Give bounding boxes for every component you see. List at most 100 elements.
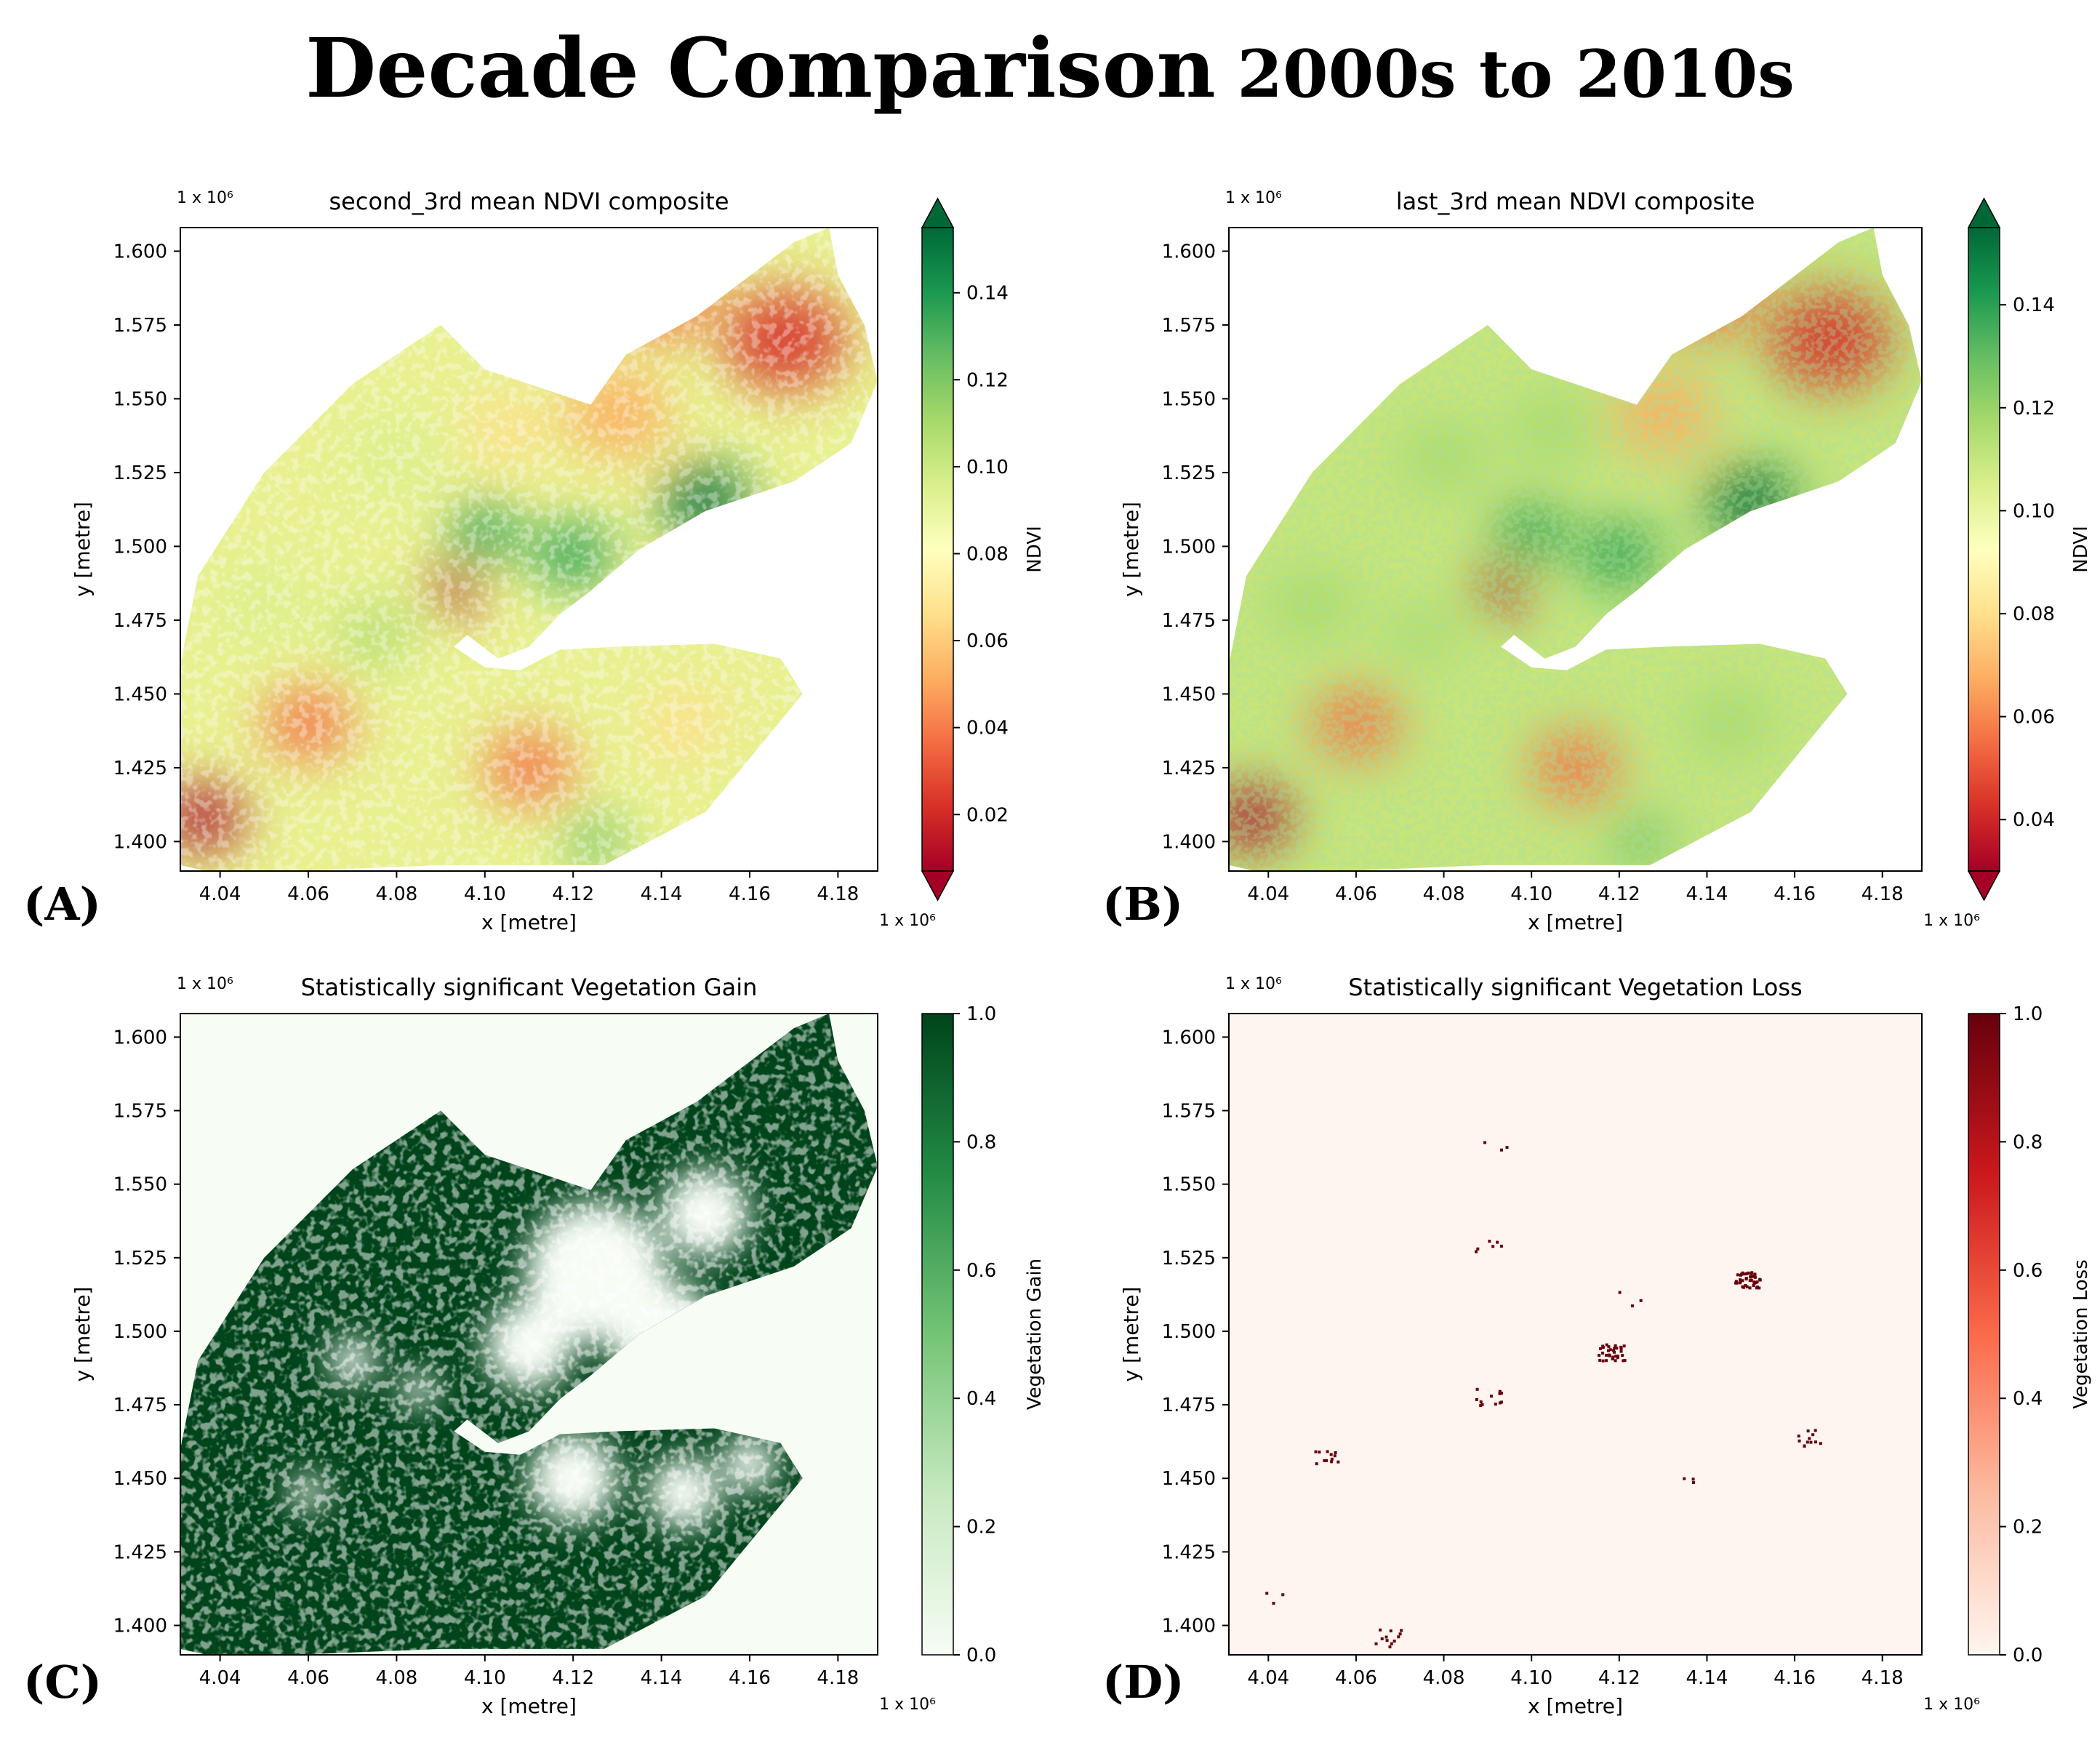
x-tick-label: 4.10 [464, 1667, 506, 1689]
loss-pixel [1639, 1299, 1643, 1302]
x-axis-label: x [metre] [1528, 910, 1623, 934]
colorbar: 0.0 0.2 0.4 0.6 0.8 1.0 Vegetation Gain [921, 1003, 1046, 1666]
x-tick-label: 4.06 [1335, 883, 1377, 905]
loss-pixel [1691, 1477, 1695, 1481]
colorbar-frame [1968, 227, 2000, 872]
map-area [180, 228, 878, 871]
loss-pixel [1615, 1347, 1619, 1350]
x-tick-label: 4.04 [1247, 883, 1289, 905]
loss-pixel [1691, 1481, 1695, 1485]
loss-pixel [1752, 1283, 1755, 1287]
loss-pixel [1384, 1635, 1388, 1639]
loss-pixel [1326, 1450, 1329, 1453]
y-axis-label: y [metre] [1119, 1287, 1143, 1382]
y-tick-label: 1.475 [1162, 610, 1216, 632]
svg-text:Decade Comparison 2000s to: Decade Comparison 2000s to 2010s [305, 21, 1795, 116]
x-tick-label: 4.08 [1423, 883, 1465, 905]
loss-pixel [1605, 1359, 1608, 1363]
colorbar-label: Vegetation Gain [1024, 1259, 1046, 1410]
loss-pixel [1488, 1240, 1491, 1243]
loss-pixel [1499, 1400, 1503, 1404]
loss-pixel [1619, 1345, 1623, 1349]
loss-pixel [1683, 1477, 1686, 1480]
y-tick-label: 1.575 [113, 315, 167, 337]
loss-pixel [1613, 1347, 1616, 1350]
loss-pixel [1389, 1629, 1392, 1633]
loss-pixel [1735, 1281, 1739, 1285]
colorbar-tick-label: 1.0 [966, 1003, 996, 1025]
loss-pixel [1612, 1349, 1616, 1352]
map-area [180, 1014, 878, 1655]
loss-pixel [1475, 1387, 1479, 1391]
axes-frame [180, 227, 878, 872]
colorbar-gradient [922, 228, 953, 871]
loss-pixel [1808, 1437, 1811, 1440]
y-offset-text: 1 x 10⁶ [177, 189, 233, 207]
loss-pixel [1598, 1354, 1601, 1357]
x-offset-text: 1 x 10⁶ [879, 1696, 936, 1714]
loss-pixel [1611, 1355, 1615, 1359]
colorbar-tick-label: 0.14 [2013, 294, 2055, 316]
y-tick-label: 1.425 [113, 758, 167, 779]
loss-pixel [1505, 1146, 1509, 1150]
y-tick-label: 1.425 [113, 1541, 167, 1563]
loss-pixel [1748, 1286, 1752, 1290]
y-tick-label: 1.550 [113, 1174, 167, 1196]
loss-pixel [1749, 1275, 1752, 1278]
colorbar-extend-max [1967, 197, 2001, 228]
loss-pixel [1614, 1355, 1618, 1358]
loss-pixel [1748, 1279, 1752, 1283]
x-tick-label: 4.12 [1598, 1667, 1640, 1689]
loss-pixel [1392, 1640, 1396, 1643]
loss-pixel [1498, 1389, 1502, 1393]
y-tick-label: 1.475 [1162, 1395, 1216, 1416]
colorbar-tick-label: 0.2 [2013, 1517, 2043, 1539]
colorbar-tick-label: 0.06 [2013, 707, 2055, 729]
axes-frame [1228, 1013, 1923, 1656]
y-tick-label: 1.575 [1162, 1101, 1216, 1123]
y-tick-label: 1.575 [113, 1101, 167, 1123]
colorbar-tick-label: 0.02 [966, 804, 1009, 826]
loss-pixel [1608, 1353, 1611, 1357]
y-tick-label: 1.500 [1162, 1321, 1216, 1343]
loss-pixel [1607, 1345, 1611, 1349]
loss-pixel [1323, 1459, 1326, 1462]
loss-pixel [1755, 1285, 1759, 1289]
colorbar-tick-label: 0.8 [2013, 1131, 2043, 1153]
colorbar-tick-label: 0.06 [966, 630, 1009, 652]
loss-pixel [1739, 1278, 1742, 1282]
colorbar-tick-label: 1.0 [2013, 1003, 2043, 1025]
y-offset-text: 1 x 10⁶ [1225, 975, 1282, 993]
loss-pixel [1374, 1642, 1378, 1645]
loss-pixel [1601, 1346, 1605, 1349]
loss-pixel [1329, 1453, 1333, 1456]
loss-pixel [1599, 1347, 1603, 1350]
loss-pixel [1750, 1272, 1753, 1275]
loss-pixel [1605, 1353, 1608, 1357]
loss-pixel [1272, 1602, 1275, 1605]
x-tick-label: 4.14 [1686, 1667, 1728, 1689]
y-axis-label: y [metre] [71, 1287, 95, 1382]
x-tick-label: 4.10 [1510, 883, 1552, 905]
figure-title-sub: 2000s to 2010s [1237, 36, 1795, 113]
loss-pixel [1336, 1460, 1340, 1464]
colorbar-label: NDVI [2070, 526, 2092, 572]
x-tick-label: 4.08 [375, 883, 417, 905]
x-offset-text: 1 x 10⁶ [879, 912, 936, 930]
loss-pixel [1616, 1356, 1619, 1360]
loss-pixel [1742, 1272, 1746, 1276]
figure-title-main: Decade Comparison [305, 21, 1216, 116]
colorbar-frame [921, 227, 954, 872]
colorbar-tick-label: 0.0 [966, 1645, 996, 1666]
loss-pixel [1752, 1282, 1756, 1285]
colorbar-tick-label: 0.04 [2013, 809, 2055, 831]
loss-pixel [1496, 1240, 1499, 1244]
x-tick-label: 4.14 [641, 883, 683, 905]
loss-pixel [1491, 1245, 1495, 1248]
colorbar-frame [1968, 1013, 2000, 1656]
loss-pixel [1614, 1344, 1617, 1347]
colorbar-gradient [1968, 1014, 2000, 1655]
x-tick-label: 4.12 [552, 883, 594, 905]
colorbar-tick-label: 0.4 [2013, 1388, 2043, 1410]
